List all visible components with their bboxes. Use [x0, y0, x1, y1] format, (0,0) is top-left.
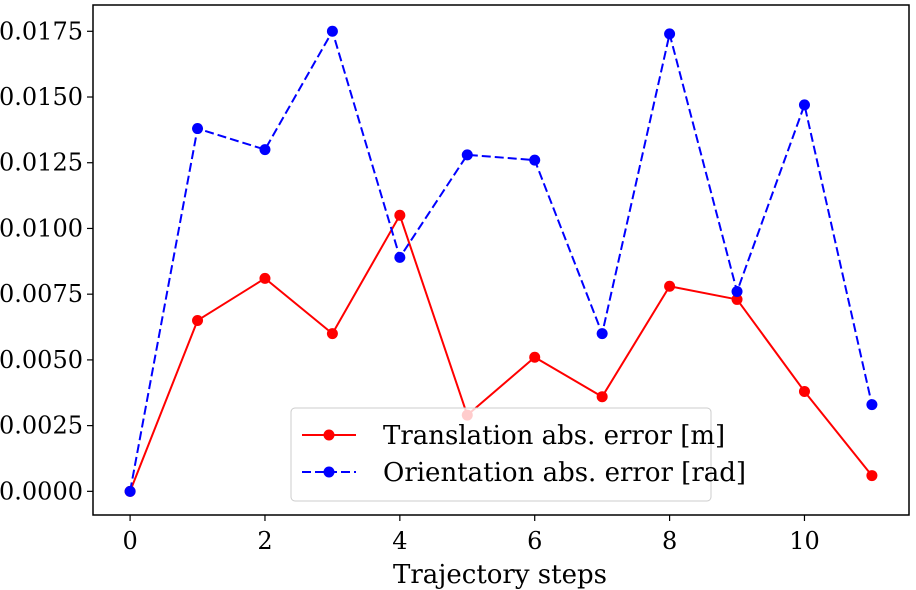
y-tick-label: 0.0050 — [0, 346, 83, 374]
data-point-translation — [596, 391, 608, 403]
x-axis-ticks: 0 2 4 6 8 10 — [122, 515, 820, 555]
data-point-orientation — [664, 28, 676, 40]
y-tick-label: 0.0100 — [0, 214, 83, 242]
legend-box — [290, 407, 712, 502]
data-point-translation — [326, 328, 338, 340]
data-point-translation — [192, 314, 204, 326]
x-tick-label: 2 — [257, 527, 272, 555]
y-tick-label: 0.0125 — [0, 149, 83, 177]
y-axis-ticks: 0.0000 0.0025 0.0050 0.0075 0.0100 0.0125 0.01… — [0, 17, 93, 505]
legend-marker-translation — [323, 429, 335, 441]
x-tick-label: 4 — [392, 527, 407, 555]
data-point-orientation — [866, 399, 878, 411]
y-tick-label: 0.0025 — [0, 412, 83, 440]
plot-area-frame — [92, 4, 910, 516]
data-point-orientation — [529, 154, 541, 166]
data-point-translation — [259, 272, 271, 284]
data-point-orientation — [124, 485, 136, 497]
data-point-orientation — [394, 251, 406, 263]
data-point-orientation — [596, 328, 608, 340]
data-point-translation — [394, 209, 406, 221]
data-point-orientation — [461, 149, 473, 161]
y-tick-label: 0.0175 — [0, 17, 83, 45]
x-tick-label: 0 — [122, 527, 137, 555]
data-point-orientation — [731, 286, 743, 298]
legend-label-translation: Translation abs. error [m] — [383, 421, 725, 451]
x-tick-label: 8 — [662, 527, 677, 555]
data-point-translation — [529, 351, 541, 363]
data-point-orientation — [798, 99, 810, 111]
data-point-orientation — [192, 123, 204, 135]
y-tick-label: 0.0075 — [0, 280, 83, 308]
data-point-orientation — [326, 25, 338, 37]
data-point-translation — [664, 280, 676, 292]
data-point-orientation — [259, 144, 271, 156]
series-line-orientation — [129, 30, 873, 492]
legend: Translation abs. error [m] Orientation a… — [290, 407, 746, 502]
x-tick-label: 10 — [789, 527, 820, 555]
legend-label-orientation: Orientation abs. error [rad] — [383, 458, 746, 488]
legend-marker-orientation — [323, 466, 335, 478]
data-point-translation — [731, 293, 743, 305]
y-tick-label: 0.0150 — [0, 83, 83, 111]
x-axis-label: Trajectory steps — [393, 560, 607, 590]
y-tick-label: 0.0000 — [0, 477, 83, 505]
series-line-translation — [129, 214, 873, 492]
x-tick-label: 6 — [527, 527, 542, 555]
data-point-translation — [866, 470, 878, 482]
data-point-translation — [798, 385, 810, 397]
